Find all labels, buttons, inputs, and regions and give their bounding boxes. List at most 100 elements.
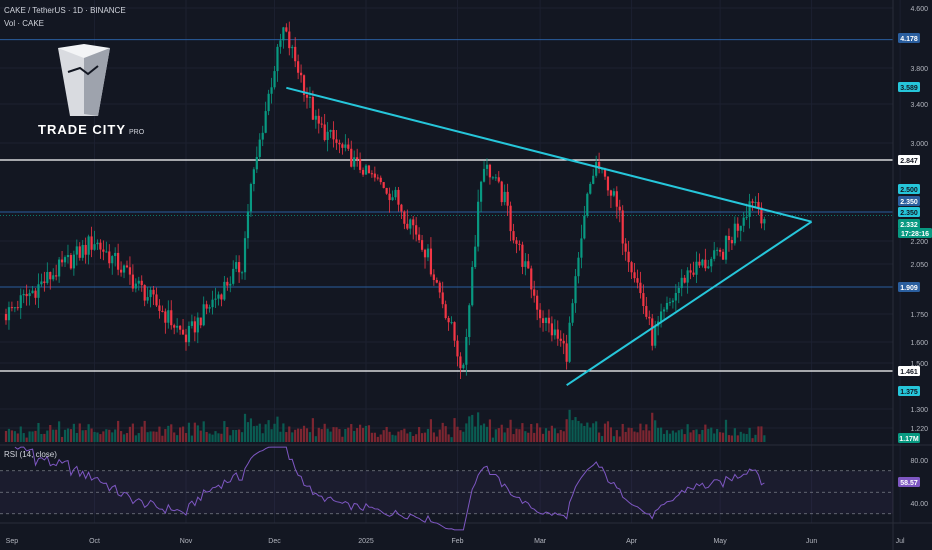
volume-bar [335,427,338,442]
candle [512,231,515,241]
candle [662,309,666,312]
triangle-upper-trendline [286,86,812,223]
volume-bar [733,428,736,442]
candle [285,27,288,32]
candle [131,274,134,289]
volume-bar [208,433,211,442]
rsi-pane [0,446,893,531]
volume-bar [441,422,444,442]
volume-bar [338,429,341,442]
symbol-title[interactable]: CAKE / TetherUS · 1D · BINANCE [4,6,126,15]
volume-bar [577,420,580,442]
time-tick-label: Mar [534,538,547,545]
candle [149,289,152,298]
candle [320,123,323,125]
volume-bar [527,432,530,442]
volume-bar [311,418,314,442]
price-badge [898,82,920,92]
candle [246,211,250,239]
candle [350,148,353,167]
volume-bar [305,428,309,442]
price-badge-label: 1.461 [900,369,918,376]
volume-bar [462,431,465,442]
candle [677,287,680,294]
candle [503,191,506,203]
volume-bar [724,419,728,442]
volume-bar [308,432,312,442]
volume-bar [117,420,120,442]
volume-bar [515,428,518,442]
volume-bar [748,427,751,442]
candle [477,201,480,247]
volume-bar [500,424,503,442]
volume-bar [190,435,194,442]
candle [258,139,261,157]
volume-bar [651,412,654,442]
volume-bar [332,427,335,442]
rsi-indicator-label[interactable]: RSI (14, close) [4,450,57,459]
candle [556,329,559,339]
candle [441,292,444,305]
price-badge-label: 2.847 [900,158,918,165]
candle [161,310,164,312]
candle [232,268,235,284]
candle [87,236,90,255]
volume-bar [81,430,84,442]
candle [450,322,453,324]
trade-city-logo-icon [58,44,110,116]
volume-bar [541,433,545,442]
candle [63,257,67,263]
volume-bar [471,414,474,442]
volume-bar [87,424,90,442]
volume-bar [423,432,427,442]
candle [730,240,734,244]
volume-bar [468,416,471,442]
volume-bar [235,429,238,442]
volume-bar [261,433,264,442]
candle [724,236,728,260]
candle [114,252,117,257]
candle [81,244,84,258]
volume-bar [294,429,297,442]
candle [220,294,223,300]
volume-bar [373,432,376,442]
price-tick-label: 1.220 [910,426,928,433]
price-badge-label: 2.350 [900,210,918,217]
volume-indicator-label[interactable]: Vol · CAKE [4,19,45,28]
candle [137,280,140,284]
candle [748,201,751,217]
candle [592,175,595,184]
candle [358,159,362,170]
candle [152,289,155,295]
rsi-tick-label: 80.00 [910,458,928,465]
volume-bar [252,426,255,442]
candle [668,302,672,304]
candle [506,191,509,206]
candle [376,177,379,179]
candle [595,162,598,176]
volume-bar [37,422,40,442]
candle [279,40,282,47]
volume-bar [683,434,686,442]
candle [742,217,745,226]
candles [4,21,766,380]
volume-bar [568,409,571,442]
volume-bar [90,428,93,442]
candle [43,281,46,284]
candle [105,251,108,253]
candle [686,270,689,283]
volume-bar [668,433,672,442]
volume-bar [636,432,639,442]
candle [314,115,317,120]
candle [335,139,338,143]
volume-bar [58,421,61,442]
volume-bar [739,431,742,442]
candle [751,201,754,203]
volume-bar [55,429,58,442]
volume-bar [444,426,447,442]
price-badge [898,155,920,165]
candle [252,169,255,184]
candle [240,272,244,274]
volume-bar [606,421,610,442]
